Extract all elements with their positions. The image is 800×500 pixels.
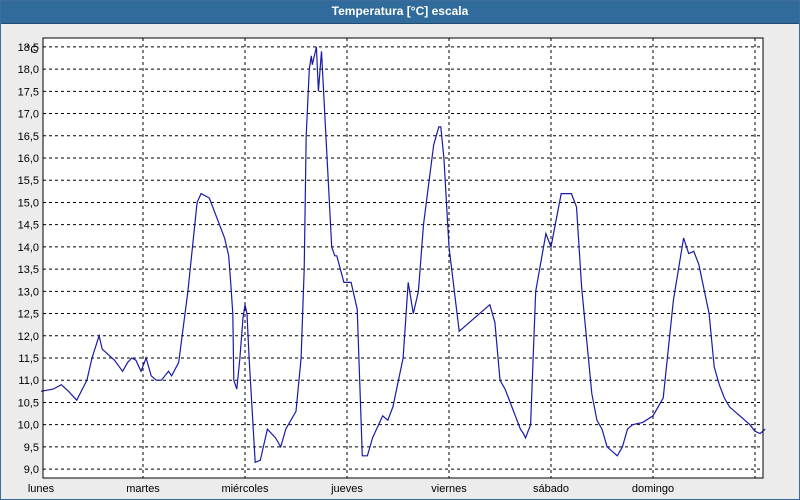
x-tick-date-label: 04/02/14 xyxy=(122,498,165,499)
y-tick-label: 10,0 xyxy=(18,420,39,432)
y-tick-label: 15,5 xyxy=(18,175,39,187)
y-tick-label: 14,5 xyxy=(18,220,39,232)
y-tick-label: 17,5 xyxy=(18,86,39,98)
y-tick-label: 18,5 xyxy=(18,42,39,54)
y-tick-label: 15,0 xyxy=(18,197,39,209)
y-tick-label: 16,5 xyxy=(18,131,39,143)
y-tick-label: 17,0 xyxy=(18,109,39,121)
x-tick-date-label: 05/02/14 xyxy=(224,498,267,499)
y-tick-label: 11,0 xyxy=(18,375,39,387)
temperature-chart: 9,0 9,5 10,0 10,5 11,0 11,5 12,0 12,5 13,0 13,5 14… xyxy=(18,37,766,499)
x-tick-day-label: lunes xyxy=(28,483,55,495)
grid xyxy=(43,38,763,478)
y-tick-label: 10,5 xyxy=(18,397,39,409)
y-tick-label: 13,5 xyxy=(18,264,39,276)
temperature-series-line xyxy=(40,46,766,464)
y-tick-label: 14,0 xyxy=(18,242,39,254)
y-tick-label: 11,5 xyxy=(18,353,39,365)
x-tick-day-label: miércoles xyxy=(221,483,269,495)
x-tick-day-label: viernes xyxy=(431,483,467,495)
y-tick-label: 9,5 xyxy=(24,442,39,454)
y-axis-unit-label: °C xyxy=(26,44,38,56)
x-tick-day-label: martes xyxy=(126,483,160,495)
x-tick-date-label: 06/02/14 xyxy=(326,498,369,499)
x-tick-day-label: sábado xyxy=(533,483,569,495)
y-tick-label: 12,0 xyxy=(18,331,39,343)
x-tick-date-label: 08/02/14 xyxy=(530,498,573,499)
x-tick-day-label: jueves xyxy=(330,483,363,495)
y-tick-label: 13,0 xyxy=(18,286,39,298)
x-axis-ticks: lunes 03/02/14 martes 04/02/14 miércoles 05/0… xyxy=(20,483,675,499)
y-tick-label: 16,0 xyxy=(18,153,39,165)
y-tick-label: 18,0 xyxy=(18,64,39,76)
x-tick-date-label: 07/02/14 xyxy=(428,498,471,499)
window-title: Temperatura [°C] escala xyxy=(1,1,799,24)
plot-area xyxy=(43,38,763,478)
x-tick-date-label: 09/02/14 xyxy=(632,498,675,499)
x-tick-day-label: domingo xyxy=(632,483,674,495)
y-tick-label: 12,5 xyxy=(18,309,39,321)
y-axis-ticks: 9,0 9,5 10,0 10,5 11,0 11,5 12,0 12,5 13,0 13,5 14… xyxy=(18,42,39,476)
x-tick-date-label: 03/02/14 xyxy=(20,498,63,499)
y-tick-label: 9,0 xyxy=(24,464,39,476)
plot-border xyxy=(42,37,764,479)
